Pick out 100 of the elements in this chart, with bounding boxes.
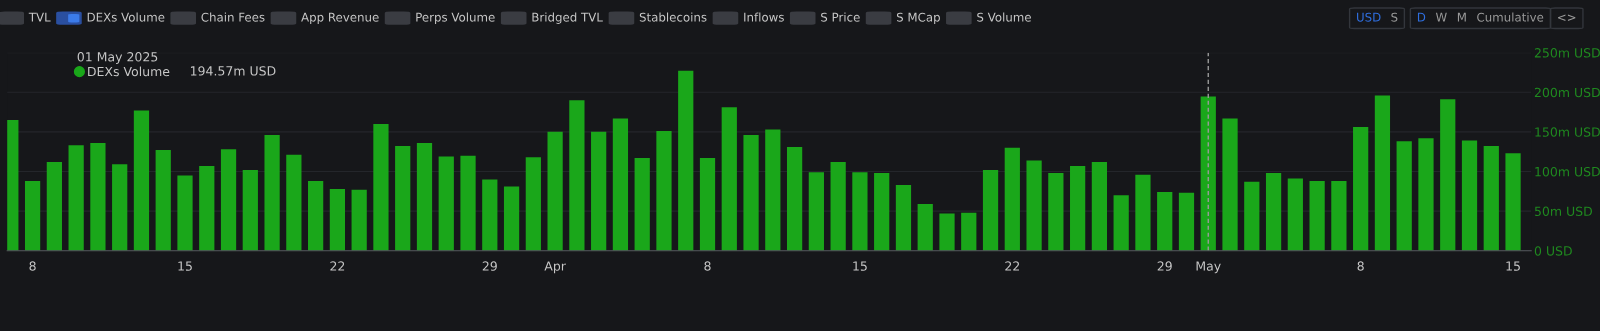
bar	[525, 157, 541, 251]
bar	[1026, 160, 1042, 251]
text: TVL	[28, 12, 51, 22]
text: S Volume	[977, 12, 1031, 22]
text: Bridged TVL	[532, 12, 603, 24]
bar	[90, 142, 106, 251]
bar	[612, 118, 629, 251]
bar	[1265, 173, 1282, 251]
bar	[591, 131, 607, 251]
x-tick-label: 29	[1157, 261, 1172, 271]
x-tick-label: 15	[853, 261, 867, 271]
bar	[1374, 95, 1391, 251]
text: Cumulative	[1477, 12, 1544, 22]
bar	[1505, 153, 1521, 251]
x-tick-label: 8	[1357, 261, 1364, 271]
x-tick-label: 8	[704, 261, 711, 271]
x-tick-label: 15	[178, 261, 192, 271]
bar	[308, 180, 324, 251]
y-tick-label: 250m USD	[1534, 48, 1600, 58]
bar	[438, 156, 454, 251]
bar	[1091, 161, 1108, 251]
bar	[547, 131, 563, 251]
bar	[503, 186, 520, 251]
bar	[939, 213, 955, 251]
bar	[1461, 140, 1478, 251]
bar	[1331, 180, 1347, 251]
bar	[482, 179, 498, 251]
text: <>	[1558, 14, 1576, 21]
bar	[699, 158, 716, 251]
bar	[765, 129, 781, 251]
text: USD	[1357, 12, 1381, 22]
text: Inflows	[744, 12, 784, 22]
bar	[1004, 147, 1020, 251]
bar	[1200, 96, 1216, 251]
text: M	[1457, 12, 1466, 22]
y-tick-label: 200m USD	[1534, 87, 1600, 98]
bar	[874, 173, 890, 251]
bar	[373, 123, 389, 251]
bar	[1048, 173, 1064, 251]
bar	[155, 150, 171, 251]
bar	[68, 145, 84, 251]
bar	[1222, 118, 1238, 251]
bar	[786, 146, 803, 251]
bar	[1178, 192, 1195, 251]
text: S MCap	[896, 12, 940, 24]
bar	[220, 149, 237, 251]
text: Chain Fees	[201, 12, 265, 22]
bar	[1483, 146, 1499, 251]
y-tick-label: 100m USD	[1535, 166, 1600, 177]
y-tick-label: 50m USD	[1534, 206, 1592, 217]
bar	[1113, 195, 1129, 251]
bar	[1418, 138, 1434, 251]
bar	[1396, 141, 1412, 251]
x-tick-label: 29	[482, 261, 497, 271]
text: App Revenue	[301, 12, 379, 24]
bar	[242, 169, 258, 251]
x-tick-label: 15	[1506, 261, 1520, 271]
bar	[961, 212, 977, 251]
text: S	[1391, 12, 1398, 22]
bar	[569, 100, 585, 251]
x-tick-label: May	[1196, 261, 1221, 274]
bar	[133, 110, 150, 251]
text: S Price	[821, 12, 860, 22]
x-tick-label: Apr	[544, 261, 566, 274]
y-tick-label: 150m USD	[1535, 127, 1600, 137]
bar	[24, 180, 41, 251]
text: Stablecoins	[639, 12, 707, 22]
bar	[199, 165, 215, 251]
bar	[1353, 127, 1369, 251]
bar	[830, 161, 846, 251]
bar	[808, 172, 824, 251]
bar	[1244, 181, 1260, 251]
bar	[1157, 192, 1173, 251]
bar	[1309, 180, 1325, 251]
bar	[982, 169, 999, 251]
bar	[721, 107, 737, 251]
bar	[416, 142, 433, 251]
x-tick-label: 22	[1005, 261, 1020, 271]
annotation: 194.57m USD	[190, 66, 276, 76]
bar	[351, 189, 367, 251]
bar	[395, 146, 411, 251]
text: D	[1417, 12, 1426, 22]
bar	[1287, 178, 1303, 251]
bar	[634, 158, 650, 251]
bar	[1135, 174, 1151, 251]
bar	[46, 161, 62, 251]
bar	[329, 188, 346, 251]
bar	[917, 203, 933, 251]
legend-label: DEXs Volume	[88, 66, 170, 77]
bar	[177, 175, 193, 251]
annotation: 01 May 2025	[77, 52, 158, 64]
y-tick-label: 0 USD	[1534, 246, 1572, 256]
x-tick-label: 8	[29, 261, 36, 271]
bar	[678, 70, 694, 251]
bar	[656, 131, 672, 251]
bar	[1440, 99, 1456, 251]
bar	[1070, 165, 1086, 251]
bar	[112, 164, 128, 251]
bar	[743, 135, 759, 251]
bar	[264, 135, 280, 251]
